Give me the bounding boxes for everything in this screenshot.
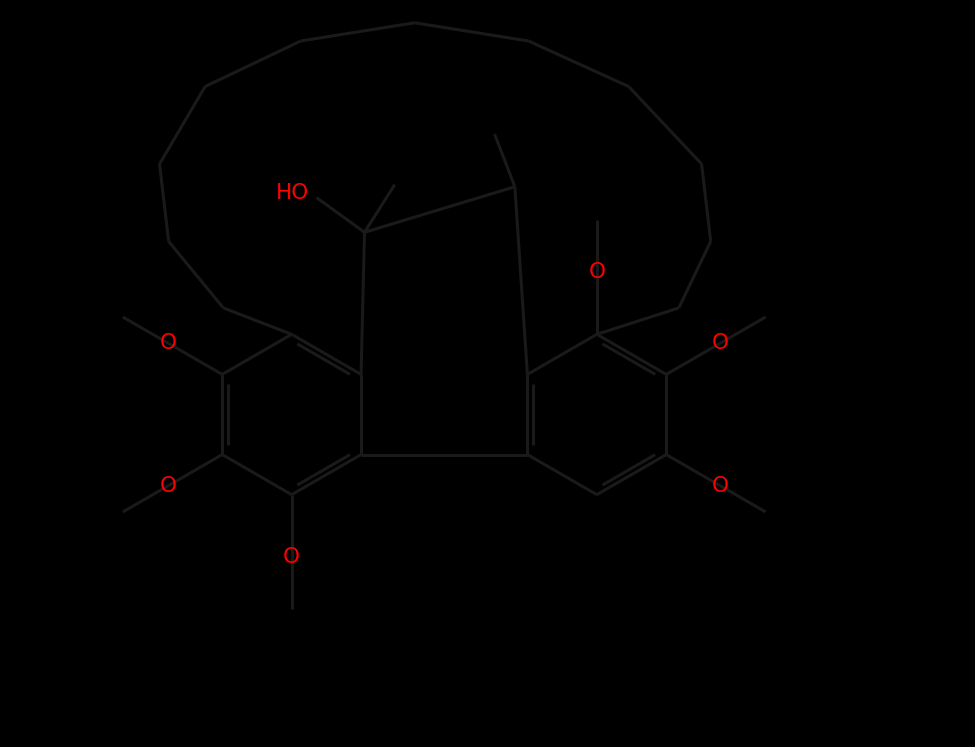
Text: HO: HO [276,183,309,203]
Text: O: O [712,476,728,495]
Text: O: O [588,262,605,282]
Text: O: O [712,333,728,353]
Text: O: O [160,476,177,495]
Text: O: O [160,333,177,353]
Text: O: O [283,547,300,567]
